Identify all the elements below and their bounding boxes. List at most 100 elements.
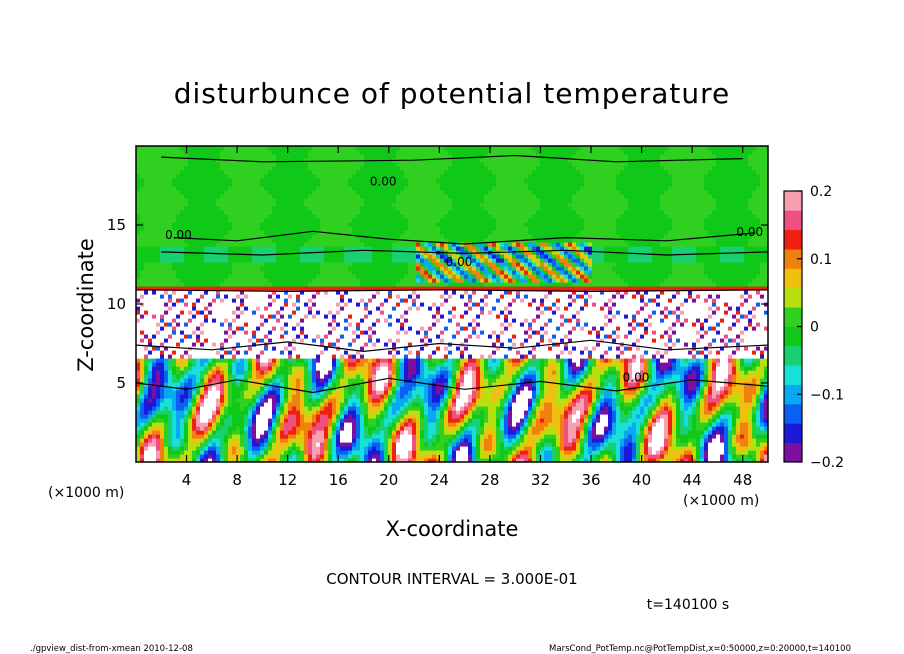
field-cell	[340, 450, 345, 455]
field-cell	[236, 406, 241, 411]
field-cell	[288, 162, 293, 167]
field-cell	[204, 366, 209, 371]
field-cell	[156, 214, 161, 219]
field-cell	[316, 294, 321, 299]
field-cell	[196, 186, 201, 191]
field-cell	[172, 150, 177, 155]
field-cell	[164, 218, 169, 223]
field-cell	[320, 414, 325, 419]
field-cell	[224, 414, 229, 419]
field-cell	[244, 446, 249, 451]
field-cell	[236, 286, 241, 291]
field-cell	[228, 342, 233, 347]
field-cell	[152, 234, 157, 239]
field-cell	[288, 158, 293, 163]
field-cell	[280, 298, 285, 303]
field-cell	[368, 250, 373, 255]
field-cell	[328, 362, 333, 367]
field-cell	[204, 258, 209, 263]
field-cell	[244, 262, 249, 267]
field-cell	[196, 250, 201, 255]
field-cell	[256, 218, 261, 223]
field-cell	[328, 146, 333, 151]
field-cell	[368, 362, 373, 367]
field-cell	[264, 282, 269, 287]
field-cell	[184, 418, 189, 423]
field-cell	[160, 346, 165, 351]
field-cell	[284, 210, 289, 215]
field-cell	[268, 230, 273, 235]
field-cell	[232, 170, 237, 175]
field-cell	[368, 226, 373, 231]
field-cell	[204, 406, 209, 411]
field-cell	[276, 438, 281, 443]
field-cell	[320, 186, 325, 191]
field-cell	[300, 278, 305, 283]
field-cell	[232, 150, 237, 155]
field-cell	[140, 250, 145, 255]
field-cell	[220, 386, 225, 391]
field-cell	[280, 246, 285, 251]
field-cell	[196, 166, 201, 171]
field-cell	[196, 198, 201, 203]
field-cell	[360, 190, 365, 195]
field-cell	[160, 214, 165, 219]
field-cell	[204, 370, 209, 375]
field-cell	[184, 206, 189, 211]
field-cell	[228, 182, 233, 187]
field-cell	[272, 422, 277, 427]
field-cell	[168, 446, 173, 451]
field-cell	[144, 194, 149, 199]
field-cell	[228, 418, 233, 423]
field-cell	[192, 358, 197, 363]
field-cell	[280, 218, 285, 223]
field-cell	[220, 426, 225, 431]
field-cell	[192, 342, 197, 347]
field-cell	[316, 202, 321, 207]
field-cell	[152, 262, 157, 267]
field-cell	[304, 346, 309, 351]
field-cell	[352, 322, 357, 327]
field-cell	[216, 414, 221, 419]
field-cell	[160, 446, 165, 451]
field-cell	[276, 234, 281, 239]
field-cell	[204, 190, 209, 195]
field-cell	[280, 422, 285, 427]
field-cell	[260, 458, 265, 462]
field-cell	[192, 242, 197, 247]
field-cell	[188, 438, 193, 443]
field-cell	[264, 430, 269, 435]
field-cell	[272, 370, 277, 375]
field-cell	[248, 194, 253, 199]
field-cell	[192, 154, 197, 159]
field-cell	[332, 226, 337, 231]
field-cell	[136, 298, 141, 303]
field-cell	[272, 278, 277, 283]
field-cell	[356, 366, 361, 371]
field-cell	[384, 178, 389, 183]
field-cell	[252, 346, 257, 351]
field-cell	[264, 410, 269, 415]
field-cell	[280, 158, 285, 163]
field-cell	[348, 406, 353, 411]
field-cell	[300, 174, 305, 179]
field-cell	[216, 186, 221, 191]
field-cell	[176, 294, 181, 299]
field-cell	[160, 210, 165, 215]
field-cell	[280, 222, 285, 227]
field-cell	[292, 410, 297, 415]
field-cell	[264, 350, 269, 355]
field-cell	[388, 454, 393, 459]
field-cell	[272, 302, 277, 307]
field-cell	[292, 246, 297, 251]
field-cell	[304, 198, 309, 203]
field-cell	[260, 202, 265, 207]
field-cell	[264, 218, 269, 223]
field-cell	[176, 326, 181, 331]
field-cell	[316, 354, 321, 359]
field-cell	[240, 426, 245, 431]
field-cell	[320, 198, 325, 203]
field-cell	[260, 162, 265, 167]
field-cell	[260, 418, 265, 423]
field-cell	[148, 198, 153, 203]
